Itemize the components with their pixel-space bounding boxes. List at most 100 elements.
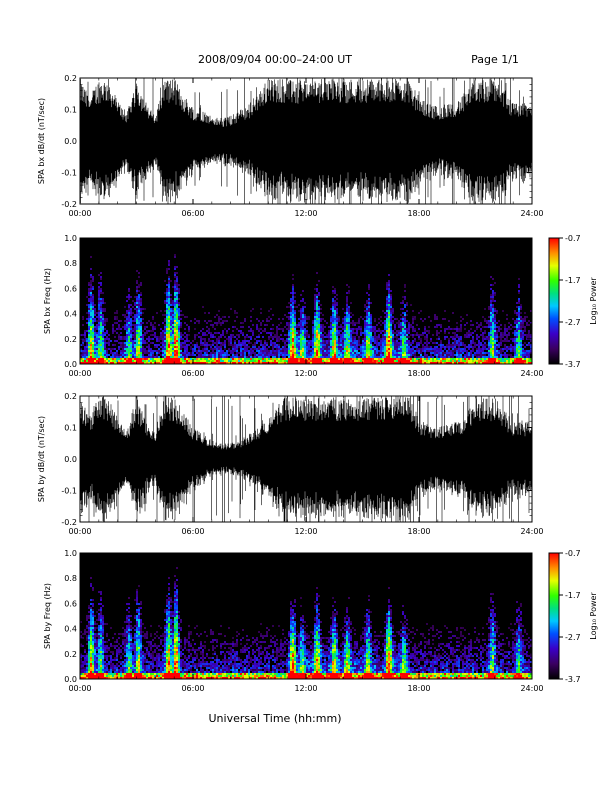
- spectrogram-cell: [108, 358, 110, 360]
- spectrogram-cell: [364, 338, 366, 340]
- spectrogram-cell: [206, 360, 208, 362]
- spectrogram-cell: [368, 354, 370, 356]
- spectrogram-cell: [220, 344, 222, 346]
- spectrogram-cell: [518, 316, 520, 318]
- spectrogram-cell: [198, 360, 200, 362]
- spectrogram-cell: [340, 354, 342, 356]
- spectrogram-cell: [398, 324, 400, 326]
- spectrogram-cell: [400, 356, 402, 358]
- spectrogram-cell: [368, 362, 370, 364]
- spectrogram-cell: [180, 348, 182, 350]
- spectrogram-cell: [366, 362, 368, 364]
- spectrogram-cell: [390, 320, 392, 322]
- spectrogram-cell: [90, 274, 92, 276]
- spectrogram-cell: [102, 330, 104, 332]
- spectrogram-cell: [326, 352, 328, 354]
- spectrogram-cell: [492, 284, 494, 286]
- spectrogram-cell: [124, 320, 126, 322]
- spectrogram-cell: [164, 320, 166, 322]
- spectrogram-cell: [310, 354, 312, 356]
- spectrogram-cell: [80, 677, 82, 679]
- spectrogram-cell: [178, 350, 180, 352]
- spectrogram-cell: [358, 352, 360, 354]
- spectrogram-cell: [472, 342, 474, 344]
- spectrogram-cell: [390, 324, 392, 326]
- spectrogram-cell: [388, 300, 390, 302]
- spectrogram-cell: [518, 302, 520, 304]
- spectrogram-cell: [438, 338, 440, 340]
- spectrogram-cell: [302, 320, 304, 322]
- spectrogram-cell: [320, 340, 322, 342]
- spectrogram-cell: [346, 300, 348, 302]
- spectrogram-cell: [214, 328, 216, 330]
- spectrogram-cell: [460, 336, 462, 338]
- spectrogram-cell: [358, 348, 360, 350]
- spectrogram-cell: [146, 360, 148, 362]
- spectrogram-cell: [106, 330, 108, 332]
- spectrogram-cell: [226, 360, 228, 362]
- spectrogram-cell: [104, 324, 106, 326]
- spectrogram-cell: [412, 342, 414, 344]
- spectrogram-cell: [348, 356, 350, 358]
- spectrogram-cell: [146, 356, 148, 358]
- spectrogram-cell: [320, 348, 322, 350]
- spectrogram-cell: [264, 346, 266, 348]
- spectrogram-cell: [206, 346, 208, 348]
- spectrogram-cell: [276, 338, 278, 340]
- spectrogram-cell: [506, 330, 508, 332]
- spectrogram-cell: [176, 344, 178, 346]
- spectrogram-cell: [80, 675, 82, 677]
- spectrogram-cell: [238, 362, 240, 364]
- spectrogram-cell: [346, 302, 348, 304]
- spectrogram-cell: [376, 330, 378, 332]
- spectrogram-cell: [90, 294, 92, 296]
- spectrogram-cell: [140, 346, 142, 348]
- spectrogram-cell: [98, 328, 100, 330]
- spectrogram-cell: [174, 316, 176, 318]
- spectrogram-cell: [174, 274, 176, 276]
- spectrogram-cell: [326, 344, 328, 346]
- spectrogram-cell: [202, 354, 204, 356]
- spectrogram-cell: [184, 348, 186, 350]
- spectrogram-cell: [332, 316, 334, 318]
- spectrogram-cell: [352, 340, 354, 342]
- spectrogram-cell: [100, 338, 102, 340]
- spectrogram-cell: [294, 300, 296, 302]
- spectrogram-cell: [396, 352, 398, 354]
- spectrogram-cell: [270, 332, 272, 334]
- spectrogram-cell: [376, 344, 378, 346]
- spectrogram-cell: [402, 324, 404, 326]
- spectrogram-cell: [136, 356, 138, 358]
- spectrogram-cell: [292, 332, 294, 334]
- spectrogram-cell: [326, 346, 328, 348]
- spectrogram-cell: [408, 328, 410, 330]
- spectrogram-cell: [120, 358, 122, 360]
- spectrogram-cell: [268, 310, 270, 312]
- spectrogram-cell: [284, 358, 286, 360]
- spectrogram-cell: [150, 342, 152, 344]
- spectrogram-cell: [136, 334, 138, 336]
- spectrogram-cell: [366, 320, 368, 322]
- spectrogram-cell: [322, 326, 324, 328]
- spectrogram-cell: [292, 318, 294, 320]
- spectrogram-cell: [304, 330, 306, 332]
- spectrogram-cell: [482, 348, 484, 350]
- spectrogram-cell: [404, 326, 406, 328]
- spectrogram-cell: [428, 330, 430, 332]
- spectrogram-cell: [390, 326, 392, 328]
- spectrogram-cell: [460, 358, 462, 360]
- spectrogram-cell: [132, 360, 134, 362]
- spectrogram-cell: [524, 342, 526, 344]
- spectrogram-cell: [344, 356, 346, 358]
- spectrogram-cell: [136, 280, 138, 282]
- spectrogram-cell: [250, 352, 252, 354]
- spectrogram-cell: [530, 362, 532, 364]
- spectrogram-cell: [170, 310, 172, 312]
- spectrogram-cell: [438, 324, 440, 326]
- spectrogram-cell: [334, 332, 336, 334]
- spectrogram-cell: [516, 320, 518, 322]
- spectrogram-cell: [164, 326, 166, 328]
- spectrogram-cell: [388, 318, 390, 320]
- spectrogram-cell: [412, 316, 414, 318]
- spectrogram-cell: [308, 316, 310, 318]
